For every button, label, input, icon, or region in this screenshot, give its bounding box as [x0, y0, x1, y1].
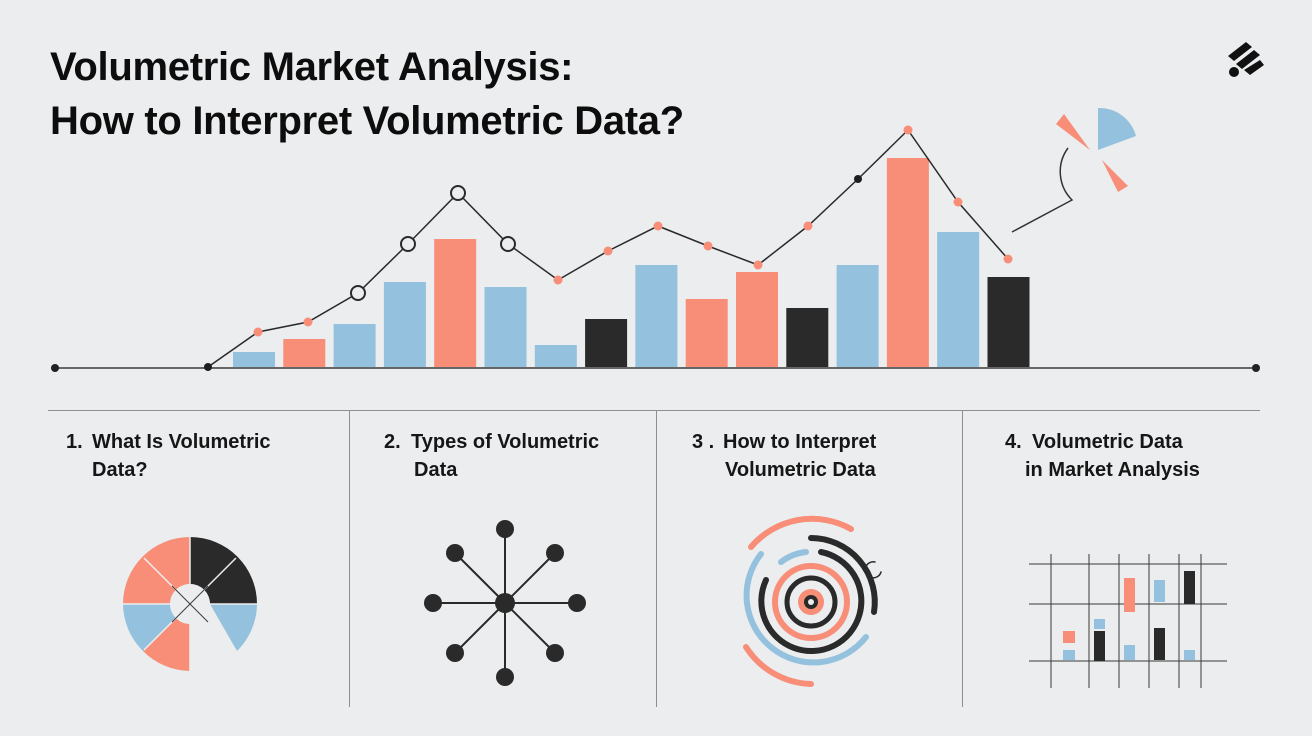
section-title-line-1: Types of Volumetric [411, 431, 600, 453]
section-what-is-volumetric-data: 1. What Is Volumetric Data? [66, 428, 336, 708]
section-title-line-1: How to Interpret [723, 431, 877, 453]
trend-point [703, 241, 713, 251]
hero-bar [484, 287, 527, 367]
hero-bar [333, 324, 376, 367]
hero-bar [736, 272, 778, 367]
trend-points-layer [204, 125, 1013, 371]
concentric-rings-icon [743, 515, 882, 687]
section-volumetric-data-in-market-analysis: 4. Volumetric Data in Market Analysis [1005, 428, 1265, 708]
trend-point [854, 175, 862, 183]
section-number: 1. [66, 431, 83, 453]
hero-bar [786, 308, 829, 367]
trend-point [603, 246, 613, 256]
hero-bar [635, 265, 678, 367]
hero-bar [937, 232, 980, 367]
pie-burst-icon [1011, 107, 1136, 233]
section-title-line-1: Volumetric Data [1032, 431, 1183, 453]
trend-point [450, 185, 466, 201]
trend-point [350, 285, 366, 301]
section-number: 3 . [692, 431, 715, 453]
arrow-burst-logo-icon [1228, 42, 1264, 77]
column-divider [656, 411, 657, 707]
trend-point [204, 363, 212, 371]
section-top-rule [48, 410, 1260, 411]
page-title: Volumetric Market Analysis: How to Inter… [50, 40, 684, 148]
baseline-left-end-dot [51, 364, 59, 372]
section-title-line-2: in Market Analysis [1025, 459, 1200, 481]
hero-bar [836, 265, 879, 367]
section-number: 4. [1005, 431, 1022, 453]
trend-point [500, 236, 516, 252]
section-title-line-2: Data? [92, 459, 148, 481]
trend-point [253, 327, 263, 337]
section-title-line-2: Data [414, 459, 458, 481]
grid-bar-chart-icon [1029, 554, 1227, 688]
segmented-donut-icon [123, 537, 257, 671]
trend-point [653, 221, 663, 231]
trend-point [400, 236, 416, 252]
trend-point [803, 221, 813, 231]
section-title-line-2: Volumetric Data [725, 459, 876, 481]
hero-bar [383, 282, 426, 367]
section-title-line-1: What Is Volumetric [92, 431, 271, 453]
column-divider [349, 411, 350, 707]
column-divider [962, 411, 963, 707]
hero-bar [233, 352, 275, 367]
section-number: 2. [384, 431, 401, 453]
hero-bar [534, 345, 577, 367]
section-types-of-volumetric-data: 2. Types of Volumetric Data [384, 428, 644, 708]
hero-bar [434, 239, 477, 367]
trend-point [1003, 254, 1013, 264]
section-how-to-interpret-volumetric-data: 3 . How to Interpret Volumetric Data [692, 428, 954, 708]
page-title-line-1: Volumetric Market Analysis: [50, 45, 574, 89]
hero-bar [685, 299, 728, 367]
trend-point [753, 260, 763, 270]
hub-network-icon [424, 520, 586, 686]
trend-point [553, 275, 563, 285]
bars-layer [233, 158, 1030, 367]
baseline-right-end-dot [1252, 364, 1260, 372]
trend-point [953, 197, 963, 207]
hero-bar [585, 319, 628, 367]
page-title-line-2: How to Interpret Volumetric Data? [50, 99, 684, 143]
hero-bar [283, 339, 326, 367]
hero-bar [886, 158, 929, 367]
hero-bar [987, 277, 1030, 367]
trend-point [303, 317, 313, 327]
trend-point [903, 125, 913, 135]
hero-volume-chart [51, 107, 1260, 372]
